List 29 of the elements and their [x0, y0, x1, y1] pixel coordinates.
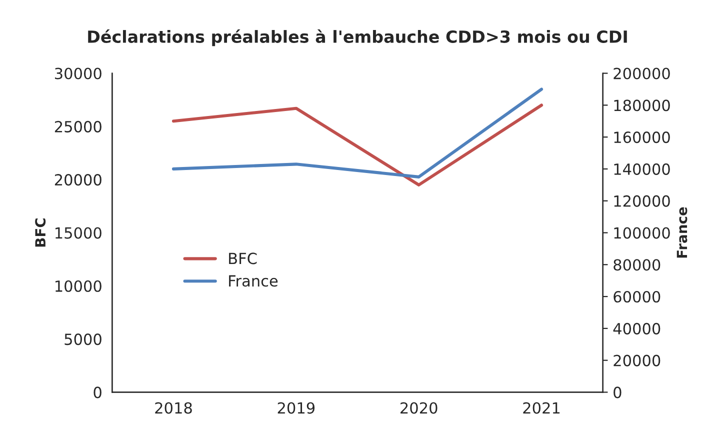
y2-tick-label: 140000 — [614, 163, 670, 175]
y2-tick-label: 160000 — [614, 132, 670, 144]
chart-title: Déclarations préalables à l'embauche CDD>3 mois ou CDI — [88, 29, 627, 46]
y-tick-label: 25000 — [54, 120, 102, 132]
x-tick-label: 2020 — [400, 402, 438, 414]
y2-tick-label: 80000 — [614, 259, 660, 271]
y-tick-label: 20000 — [54, 174, 102, 186]
legend-label: France — [229, 275, 278, 287]
y-axis-title: BFC — [35, 218, 46, 247]
y2-tick-label: 180000 — [614, 100, 670, 112]
y-tick-label: 30000 — [55, 68, 102, 80]
y2-tick-label: 40000 — [613, 322, 660, 334]
y-tick-label: 10000 — [56, 280, 102, 292]
y2-tick-label: 100000 — [614, 227, 670, 239]
x-tick-label: 2019 — [278, 402, 315, 414]
y2-tick-label: 120000 — [614, 195, 670, 207]
y-tick-label: 5000 — [64, 334, 102, 346]
y2-tick-label: 0 — [614, 386, 622, 398]
line-series — [172, 88, 544, 178]
line-series — [172, 104, 544, 186]
y2-tick-label: 20000 — [614, 354, 660, 366]
x-tick-label: 2021 — [523, 402, 560, 414]
y2-tick-label: 60000 — [614, 290, 660, 303]
legend-label: BFC — [229, 252, 257, 264]
x-tick-label: 2018 — [155, 402, 192, 414]
y2-tick-label: 200000 — [614, 68, 670, 80]
y-tick-label: 0 — [94, 386, 102, 398]
y-tick-label: 15000 — [56, 227, 102, 239]
y2-axis-title: France — [676, 207, 688, 258]
